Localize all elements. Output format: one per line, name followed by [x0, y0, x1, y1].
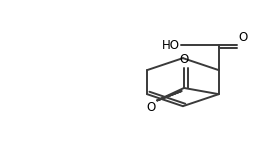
Text: O: O — [179, 53, 189, 66]
Text: O: O — [239, 31, 248, 44]
Text: HO: HO — [162, 39, 180, 52]
Text: O: O — [147, 101, 156, 114]
